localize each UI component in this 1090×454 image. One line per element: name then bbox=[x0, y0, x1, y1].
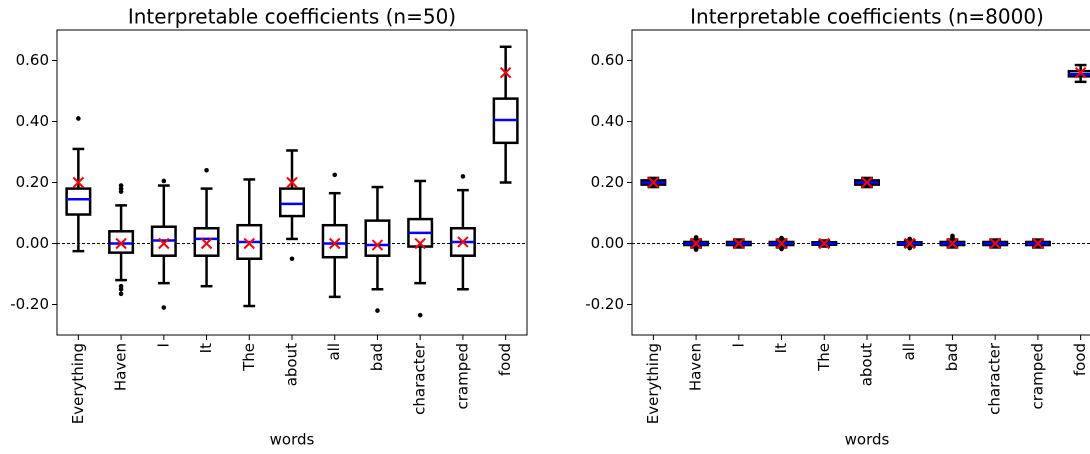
mean-marker bbox=[690, 237, 702, 250]
x-tick-label: all bbox=[325, 343, 343, 361]
x-tick-label: It bbox=[772, 343, 790, 353]
x-tick-label: bad bbox=[368, 343, 386, 371]
mean-marker bbox=[329, 237, 341, 250]
box bbox=[108, 230, 135, 254]
x-tick-label: Haven bbox=[112, 343, 130, 391]
mean-marker bbox=[733, 237, 745, 250]
flier bbox=[161, 178, 167, 184]
plot-frame bbox=[56, 29, 528, 336]
flier bbox=[161, 305, 167, 310]
box bbox=[193, 227, 220, 257]
flier bbox=[950, 235, 955, 240]
box bbox=[364, 219, 391, 257]
y-tick-label: 0.00 bbox=[16, 234, 49, 252]
box bbox=[321, 223, 348, 259]
x-tick-label: The bbox=[815, 343, 833, 372]
box bbox=[65, 187, 92, 216]
flier bbox=[118, 286, 124, 292]
flier bbox=[118, 189, 124, 194]
mean-marker bbox=[647, 176, 660, 189]
x-tick-label: all bbox=[900, 343, 918, 361]
x-tick-label: Everything bbox=[69, 343, 87, 424]
mean-marker bbox=[371, 239, 384, 251]
y-tick-label: 0.40 bbox=[591, 112, 624, 130]
flier bbox=[375, 308, 380, 313]
x-tick-label: character bbox=[411, 342, 429, 415]
x-tick-label: food bbox=[1071, 343, 1089, 376]
x-tick-label: about bbox=[858, 343, 876, 386]
mean-marker bbox=[818, 237, 830, 250]
flier bbox=[204, 168, 209, 173]
x-tick-label: I bbox=[154, 343, 172, 347]
y-tick-label: -0.20 bbox=[10, 295, 49, 313]
mean-marker bbox=[414, 237, 426, 250]
chart-title: Interpretable coefficients (n=50) bbox=[128, 5, 456, 29]
x-axis-label: words bbox=[845, 431, 890, 449]
mean-marker bbox=[1074, 66, 1087, 79]
mean-marker bbox=[286, 176, 298, 189]
x-axis-label: words bbox=[270, 431, 315, 449]
flier bbox=[907, 236, 913, 242]
box bbox=[279, 187, 305, 218]
mean-marker bbox=[457, 236, 469, 248]
x-tick-label: I bbox=[729, 343, 747, 347]
y-tick-label: 0.60 bbox=[16, 51, 49, 69]
x-tick-label: food bbox=[496, 343, 514, 376]
flier bbox=[118, 291, 124, 297]
y-tick-label: 0.20 bbox=[16, 173, 49, 191]
x-tick-label: It bbox=[197, 343, 215, 353]
x-tick-label: Haven bbox=[687, 343, 705, 391]
y-tick-label: -0.20 bbox=[585, 295, 624, 313]
y-tick-label: 0.00 bbox=[591, 234, 624, 252]
flier bbox=[779, 246, 784, 252]
flier bbox=[332, 172, 338, 178]
y-tick-label: 0.60 bbox=[591, 51, 624, 69]
x-tick-label: Everything bbox=[644, 343, 662, 424]
mean-marker bbox=[904, 237, 916, 250]
mean-marker bbox=[946, 237, 959, 250]
flier bbox=[907, 245, 913, 251]
mean-marker bbox=[499, 66, 512, 79]
flier bbox=[289, 256, 295, 262]
mean-marker bbox=[1032, 237, 1044, 250]
y-tick-label: 0.40 bbox=[16, 112, 49, 130]
mean-marker bbox=[243, 237, 255, 250]
mean-marker bbox=[72, 176, 85, 189]
flier bbox=[693, 247, 699, 252]
mean-marker bbox=[775, 237, 788, 250]
y-tick-label: 0.20 bbox=[591, 173, 624, 191]
plot-frame bbox=[631, 29, 1090, 336]
flier bbox=[417, 312, 423, 318]
flier bbox=[460, 174, 466, 179]
flier bbox=[693, 235, 699, 240]
x-tick-label: The bbox=[240, 343, 258, 372]
flier bbox=[779, 235, 784, 241]
mean-marker bbox=[115, 237, 127, 250]
x-tick-label: bad bbox=[943, 343, 961, 371]
x-tick-label: cramped bbox=[453, 343, 471, 410]
x-tick-label: cramped bbox=[1028, 343, 1046, 410]
mean-marker bbox=[989, 237, 1001, 250]
x-tick-label: about bbox=[283, 343, 301, 386]
chart-title: Interpretable coefficients (n=8000) bbox=[690, 5, 1044, 29]
mean-marker bbox=[200, 237, 213, 250]
flier bbox=[76, 116, 81, 121]
x-tick-label: character bbox=[986, 342, 1004, 415]
mean-marker bbox=[861, 176, 873, 189]
mean-marker bbox=[158, 237, 170, 250]
